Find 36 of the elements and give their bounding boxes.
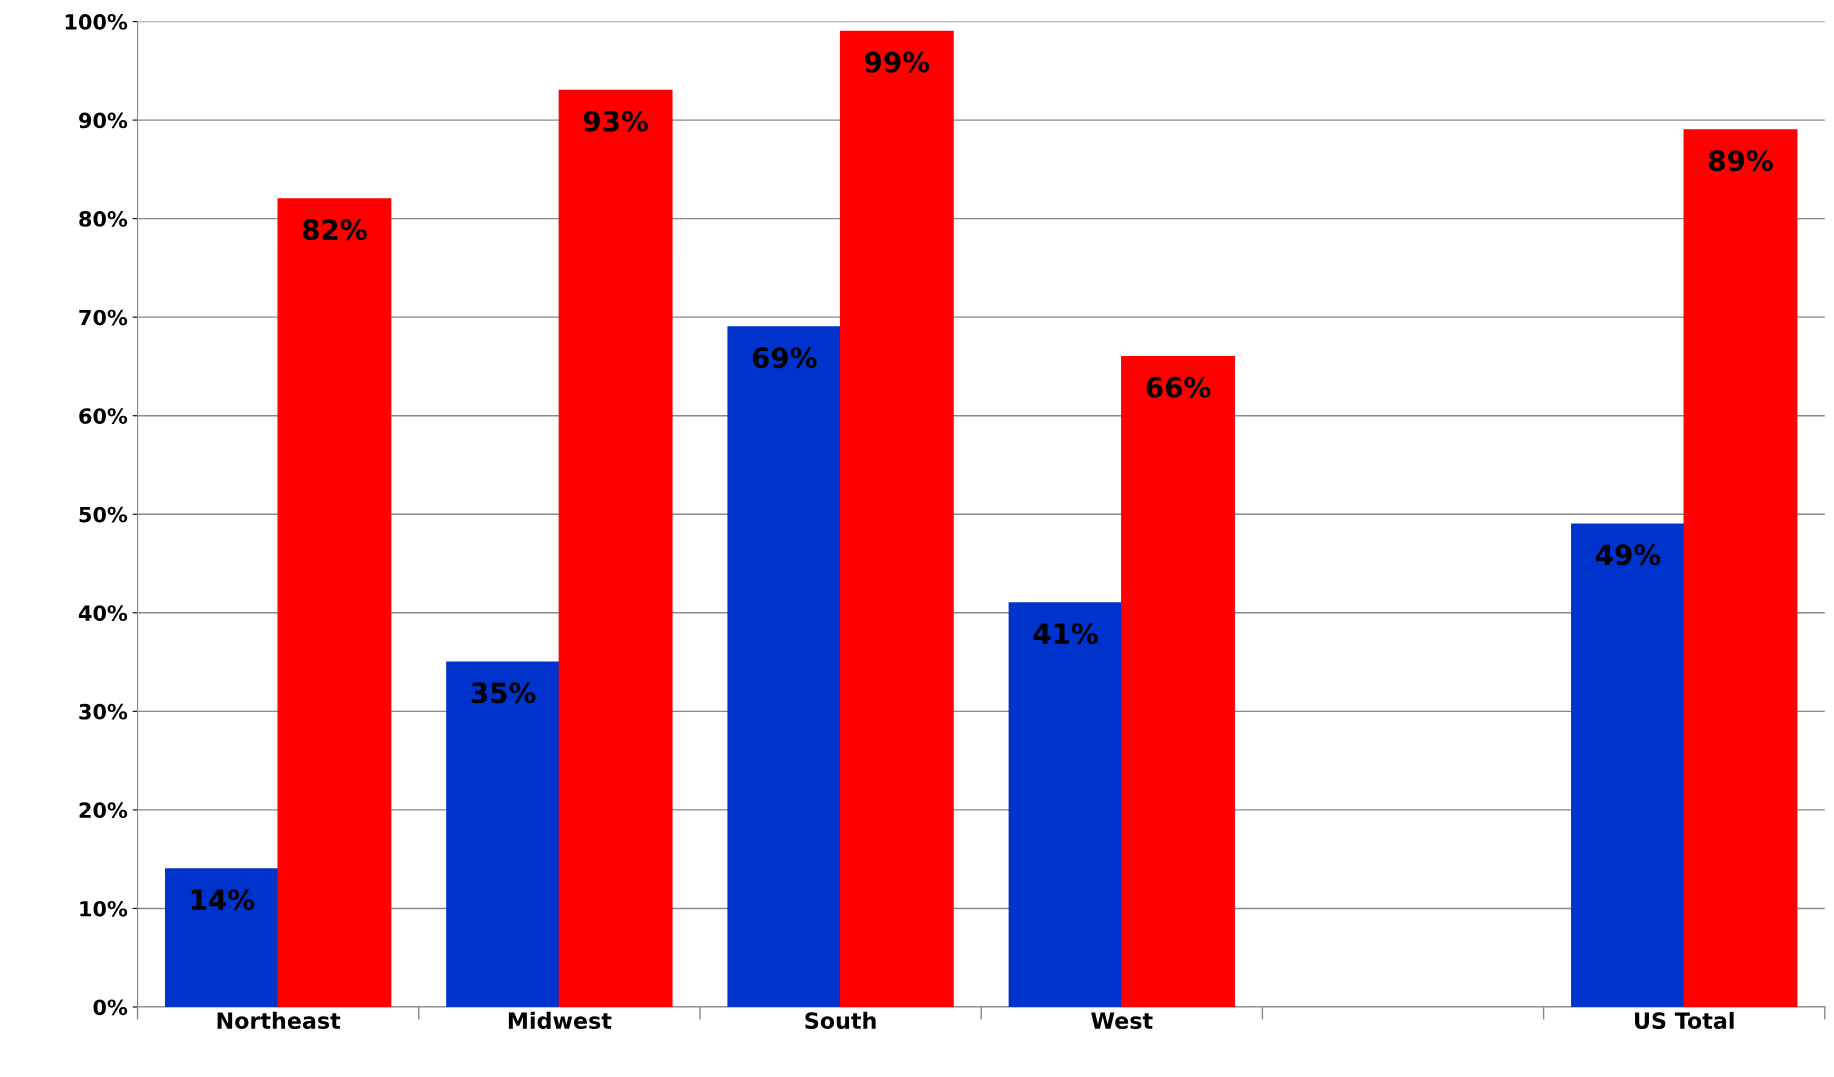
x-tick-label: Northeast: [217, 1011, 341, 1030]
data-label: 66%: [1146, 376, 1211, 398]
bar: [1121, 355, 1235, 1007]
data-label: 89%: [1708, 150, 1773, 172]
bar: [1683, 129, 1798, 1007]
y-tick-label: 40%: [78, 605, 128, 622]
x-tick-label: US Total: [1635, 1011, 1734, 1030]
y-tick-label: 0%: [93, 999, 128, 1016]
data-label: 41%: [1033, 623, 1098, 645]
bar: [839, 30, 954, 1007]
x-tick-label: Midwest: [508, 1011, 612, 1030]
bar: [558, 89, 673, 1007]
y-tick-label: 20%: [79, 802, 128, 819]
bar: [727, 326, 842, 1007]
bar: [164, 868, 279, 1007]
y-tick-label: 50%: [79, 506, 128, 523]
bar: [1008, 602, 1123, 1007]
y-tick-label: 10%: [80, 900, 128, 917]
y-tick-label: 80%: [79, 211, 128, 227]
bar: [446, 661, 561, 1007]
x-tick-label: West: [1091, 1012, 1153, 1030]
y-tick-label: 30%: [79, 703, 128, 720]
data-label: 49%: [1595, 544, 1661, 566]
data-label: 14%: [191, 889, 255, 911]
y-tick-label: 90%: [79, 112, 128, 129]
data-label: 93%: [583, 110, 648, 132]
data-label: 35%: [471, 682, 536, 704]
y-tick-label: 100%: [65, 13, 128, 30]
data-label: 82%: [302, 219, 367, 241]
data-label: 99%: [865, 51, 930, 73]
x-tick-label: South: [805, 1011, 876, 1030]
y-tick-label: 60%: [79, 408, 128, 424]
data-label: 69%: [752, 347, 817, 369]
y-tick-label: 70%: [79, 309, 128, 326]
bar: [1571, 523, 1685, 1007]
bar: [277, 198, 392, 1007]
